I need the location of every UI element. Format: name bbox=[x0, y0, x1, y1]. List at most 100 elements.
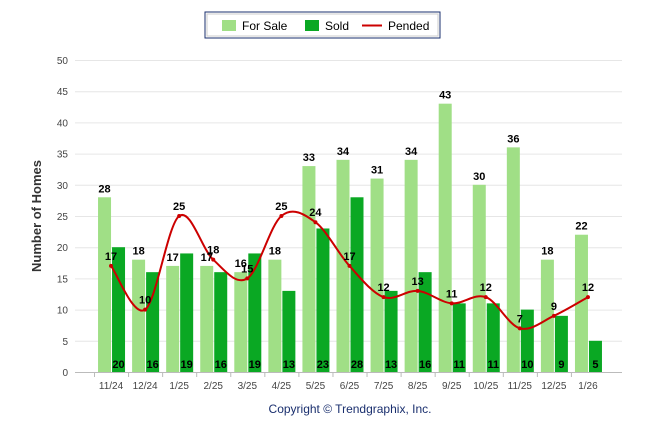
label-sold: 16 bbox=[419, 359, 431, 371]
x-tick-label: 3/25 bbox=[238, 381, 258, 392]
pended-point bbox=[551, 313, 556, 318]
label-for-sale: 22 bbox=[575, 221, 587, 233]
pended-point bbox=[143, 307, 148, 312]
bar-sold bbox=[384, 290, 398, 372]
pended-point bbox=[279, 214, 284, 218]
copyright-text: Copyright © Trendgraphix, Inc. bbox=[269, 402, 432, 416]
bar-for-sale bbox=[302, 166, 316, 372]
x-tick-label: 10/25 bbox=[473, 381, 498, 392]
label-pended: 12 bbox=[480, 282, 492, 294]
bar-for-sale bbox=[268, 259, 282, 372]
pended-point bbox=[177, 214, 182, 218]
bar-for-sale bbox=[166, 265, 180, 372]
x-tick-label: 9/25 bbox=[442, 381, 462, 392]
label-sold: 9 bbox=[558, 359, 564, 371]
pended-point bbox=[517, 326, 522, 331]
y-tick-label: 5 bbox=[62, 337, 68, 348]
y-tick-label: 10 bbox=[57, 306, 69, 317]
bar-for-sale bbox=[370, 178, 384, 372]
pended-point bbox=[483, 295, 488, 300]
y-tick-label: 35 bbox=[57, 150, 69, 161]
label-pended: 25 bbox=[275, 201, 287, 213]
bar-sold bbox=[418, 272, 432, 372]
x-tick-label: 1/25 bbox=[169, 381, 189, 392]
label-sold: 10 bbox=[521, 359, 533, 371]
label-for-sale: 18 bbox=[269, 246, 281, 258]
pended-point bbox=[109, 263, 114, 268]
bar-for-sale bbox=[98, 197, 112, 372]
label-pended: 24 bbox=[309, 207, 322, 219]
label-for-sale: 18 bbox=[541, 246, 553, 258]
label-pended: 13 bbox=[412, 276, 424, 288]
label-for-sale: 18 bbox=[132, 246, 144, 258]
bar-for-sale bbox=[336, 159, 350, 372]
label-sold: 20 bbox=[112, 359, 124, 371]
bar-for-sale bbox=[404, 159, 418, 372]
x-tick-label: 11/25 bbox=[508, 381, 533, 392]
bar-for-sale bbox=[506, 147, 520, 372]
legend-swatch-sold bbox=[305, 20, 319, 31]
label-sold: 11 bbox=[487, 359, 499, 371]
x-tick-label: 6/25 bbox=[340, 381, 360, 392]
label-sold: 13 bbox=[385, 359, 397, 371]
bar-for-sale bbox=[234, 272, 248, 372]
x-tick-label: 2/25 bbox=[203, 381, 223, 392]
bar-sold bbox=[520, 309, 534, 372]
label-sold: 16 bbox=[215, 359, 227, 371]
legend-label-pended: Pended bbox=[388, 19, 429, 33]
label-for-sale: 30 bbox=[473, 171, 485, 183]
y-tick-label: 0 bbox=[62, 368, 68, 379]
label-for-sale: 28 bbox=[98, 183, 110, 195]
label-pended: 17 bbox=[343, 251, 355, 263]
bar-sold bbox=[146, 272, 160, 372]
y-tick-label: 45 bbox=[57, 87, 69, 98]
y-tick-label: 15 bbox=[57, 274, 69, 285]
label-for-sale: 34 bbox=[405, 146, 418, 158]
pended-line-group bbox=[109, 210, 590, 331]
x-tick-label: 12/25 bbox=[541, 381, 566, 392]
label-sold: 23 bbox=[317, 359, 329, 371]
label-pended: 9 bbox=[551, 301, 557, 313]
label-sold: 5 bbox=[592, 359, 598, 371]
bar-sold bbox=[588, 340, 602, 372]
label-sold: 13 bbox=[283, 359, 295, 371]
x-tick-label: 4/25 bbox=[272, 381, 292, 392]
bar-sold bbox=[112, 247, 126, 372]
bar-sold bbox=[316, 228, 330, 372]
y-tick-label: 20 bbox=[57, 243, 69, 254]
label-for-sale: 16 bbox=[235, 258, 247, 270]
bars bbox=[98, 103, 602, 373]
y-tick-label: 40 bbox=[57, 118, 69, 129]
label-for-sale: 17 bbox=[167, 252, 179, 264]
bar-sold bbox=[248, 253, 262, 372]
pended-point bbox=[211, 257, 216, 262]
label-for-sale: 17 bbox=[201, 252, 213, 264]
bar-for-sale bbox=[438, 103, 452, 373]
label-sold: 19 bbox=[249, 359, 261, 371]
bar-for-sale bbox=[574, 234, 588, 372]
label-pended: 12 bbox=[582, 282, 594, 294]
y-tick-label: 25 bbox=[57, 212, 69, 223]
label-pended: 18 bbox=[207, 245, 219, 257]
bar-for-sale bbox=[540, 259, 554, 372]
label-for-sale: 33 bbox=[303, 152, 315, 164]
x-tick-label: 1/26 bbox=[578, 381, 598, 392]
label-sold: 16 bbox=[146, 359, 158, 371]
label-for-sale: 36 bbox=[507, 133, 519, 145]
label-pended: 17 bbox=[105, 251, 117, 263]
x-tick-label: 8/25 bbox=[408, 381, 428, 392]
label-pended: 7 bbox=[517, 313, 523, 325]
x-tick-label: 11/24 bbox=[99, 381, 124, 392]
pended-point bbox=[245, 276, 250, 281]
label-sold: 11 bbox=[453, 359, 465, 371]
y-tick-label: 30 bbox=[57, 181, 69, 192]
bar-for-sale bbox=[472, 184, 486, 372]
bar-sold bbox=[282, 290, 296, 372]
pended-point bbox=[313, 220, 318, 225]
label-sold: 19 bbox=[181, 359, 193, 371]
x-tick-label: 12/24 bbox=[133, 381, 158, 392]
legend[interactable]: For Sale Sold Pended bbox=[204, 11, 441, 39]
label-sold: 28 bbox=[351, 359, 363, 371]
